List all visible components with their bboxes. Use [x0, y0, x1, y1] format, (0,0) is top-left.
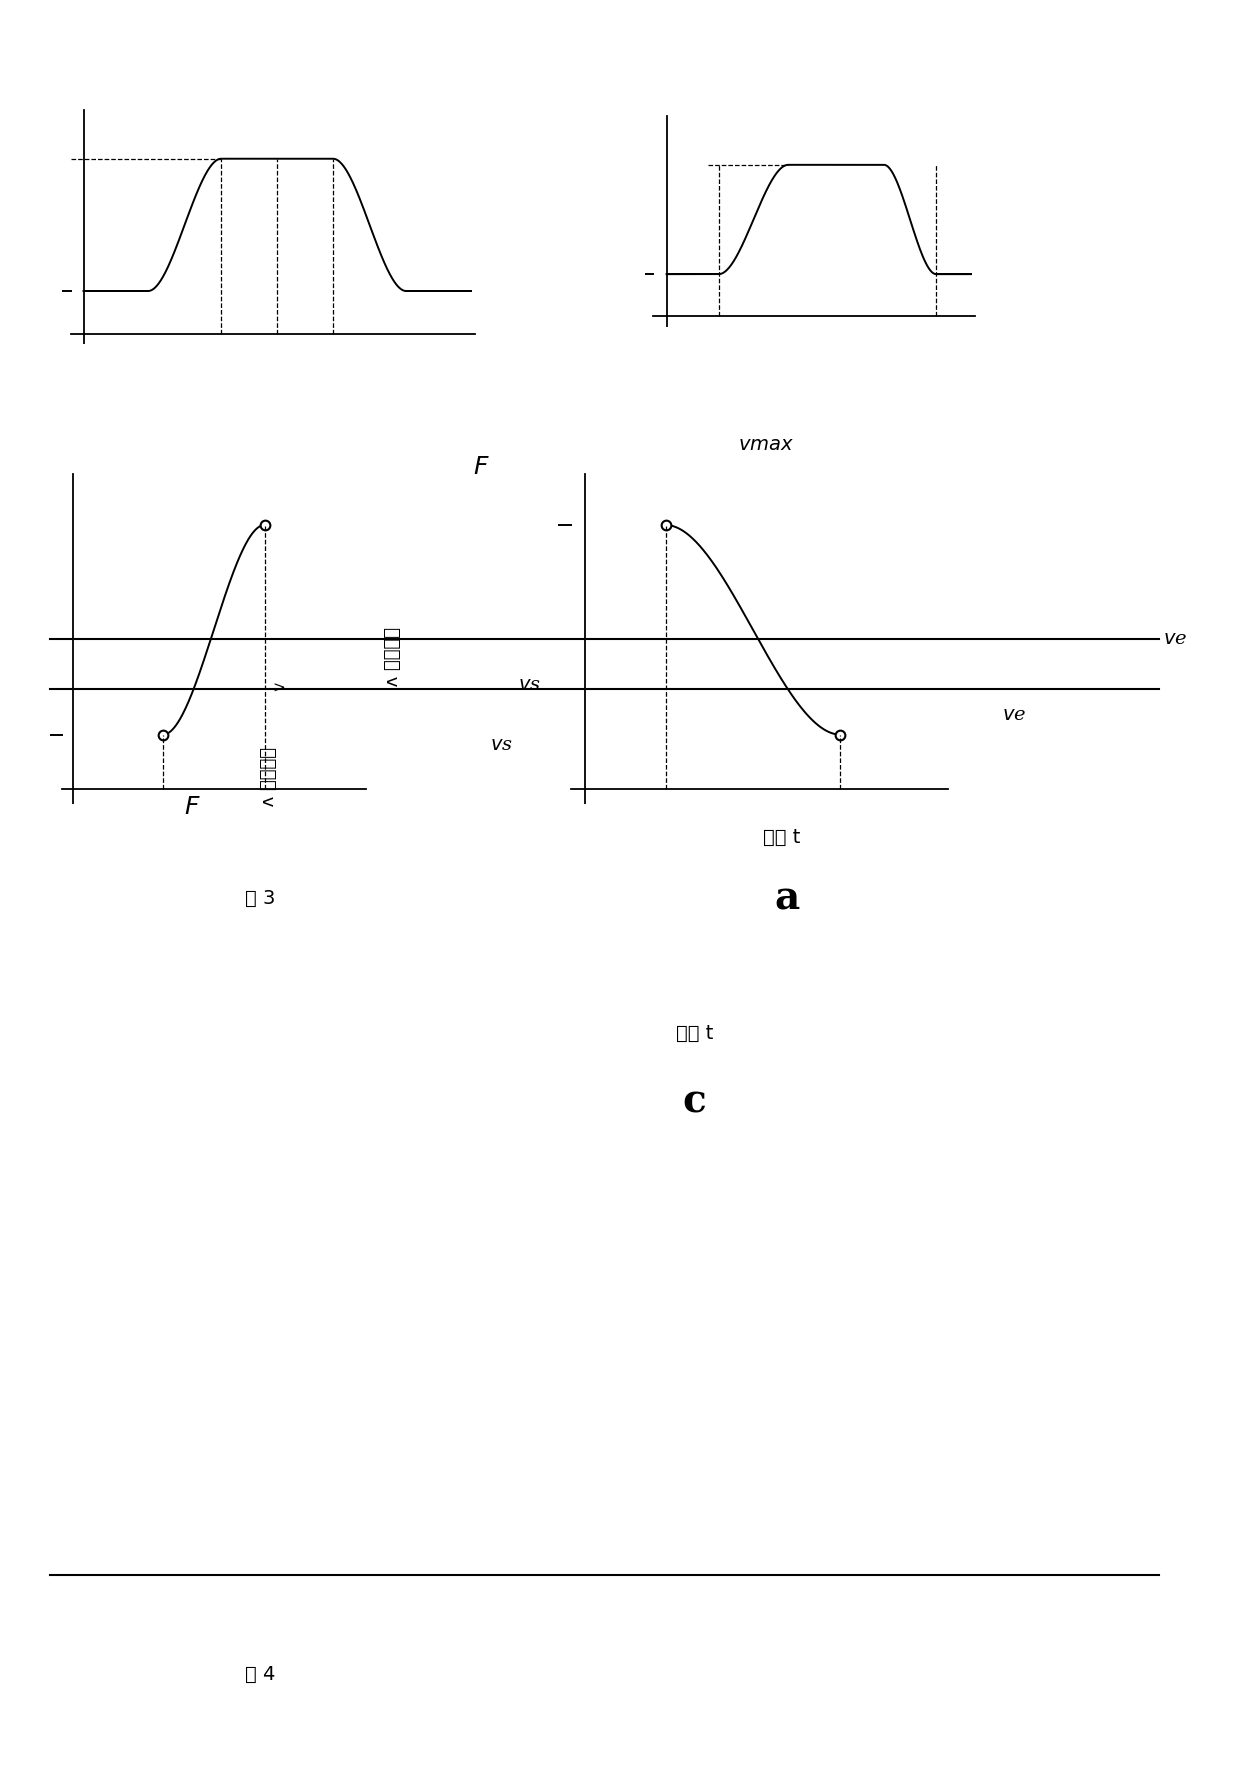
Text: 图 3: 图 3: [246, 890, 275, 908]
Text: >: >: [273, 682, 285, 696]
Text: 图 4: 图 4: [246, 1665, 275, 1683]
Text: $\mathit{v}$s: $\mathit{v}$s: [518, 676, 541, 694]
Text: a: a: [775, 879, 800, 918]
Text: 时间 t: 时间 t: [676, 1024, 713, 1042]
Text: $\mathit{vmax}$: $\mathit{vmax}$: [738, 436, 794, 454]
Text: 时间 t: 时间 t: [763, 828, 800, 846]
Text: $\mathit{v}$s: $\mathit{v}$s: [490, 736, 512, 754]
Text: $\mathit{v}$e: $\mathit{v}$e: [1002, 706, 1027, 724]
Text: $\mathit{v}$e: $\mathit{v}$e: [1163, 630, 1188, 648]
Text: 进给速率 v: 进给速率 v: [382, 627, 399, 687]
Text: $\mathit{F}$: $\mathit{F}$: [184, 795, 201, 819]
Text: c: c: [682, 1083, 707, 1121]
Text: 进给速率 v: 进给速率 v: [258, 747, 275, 807]
Text: $\mathit{F}$: $\mathit{F}$: [472, 456, 490, 480]
